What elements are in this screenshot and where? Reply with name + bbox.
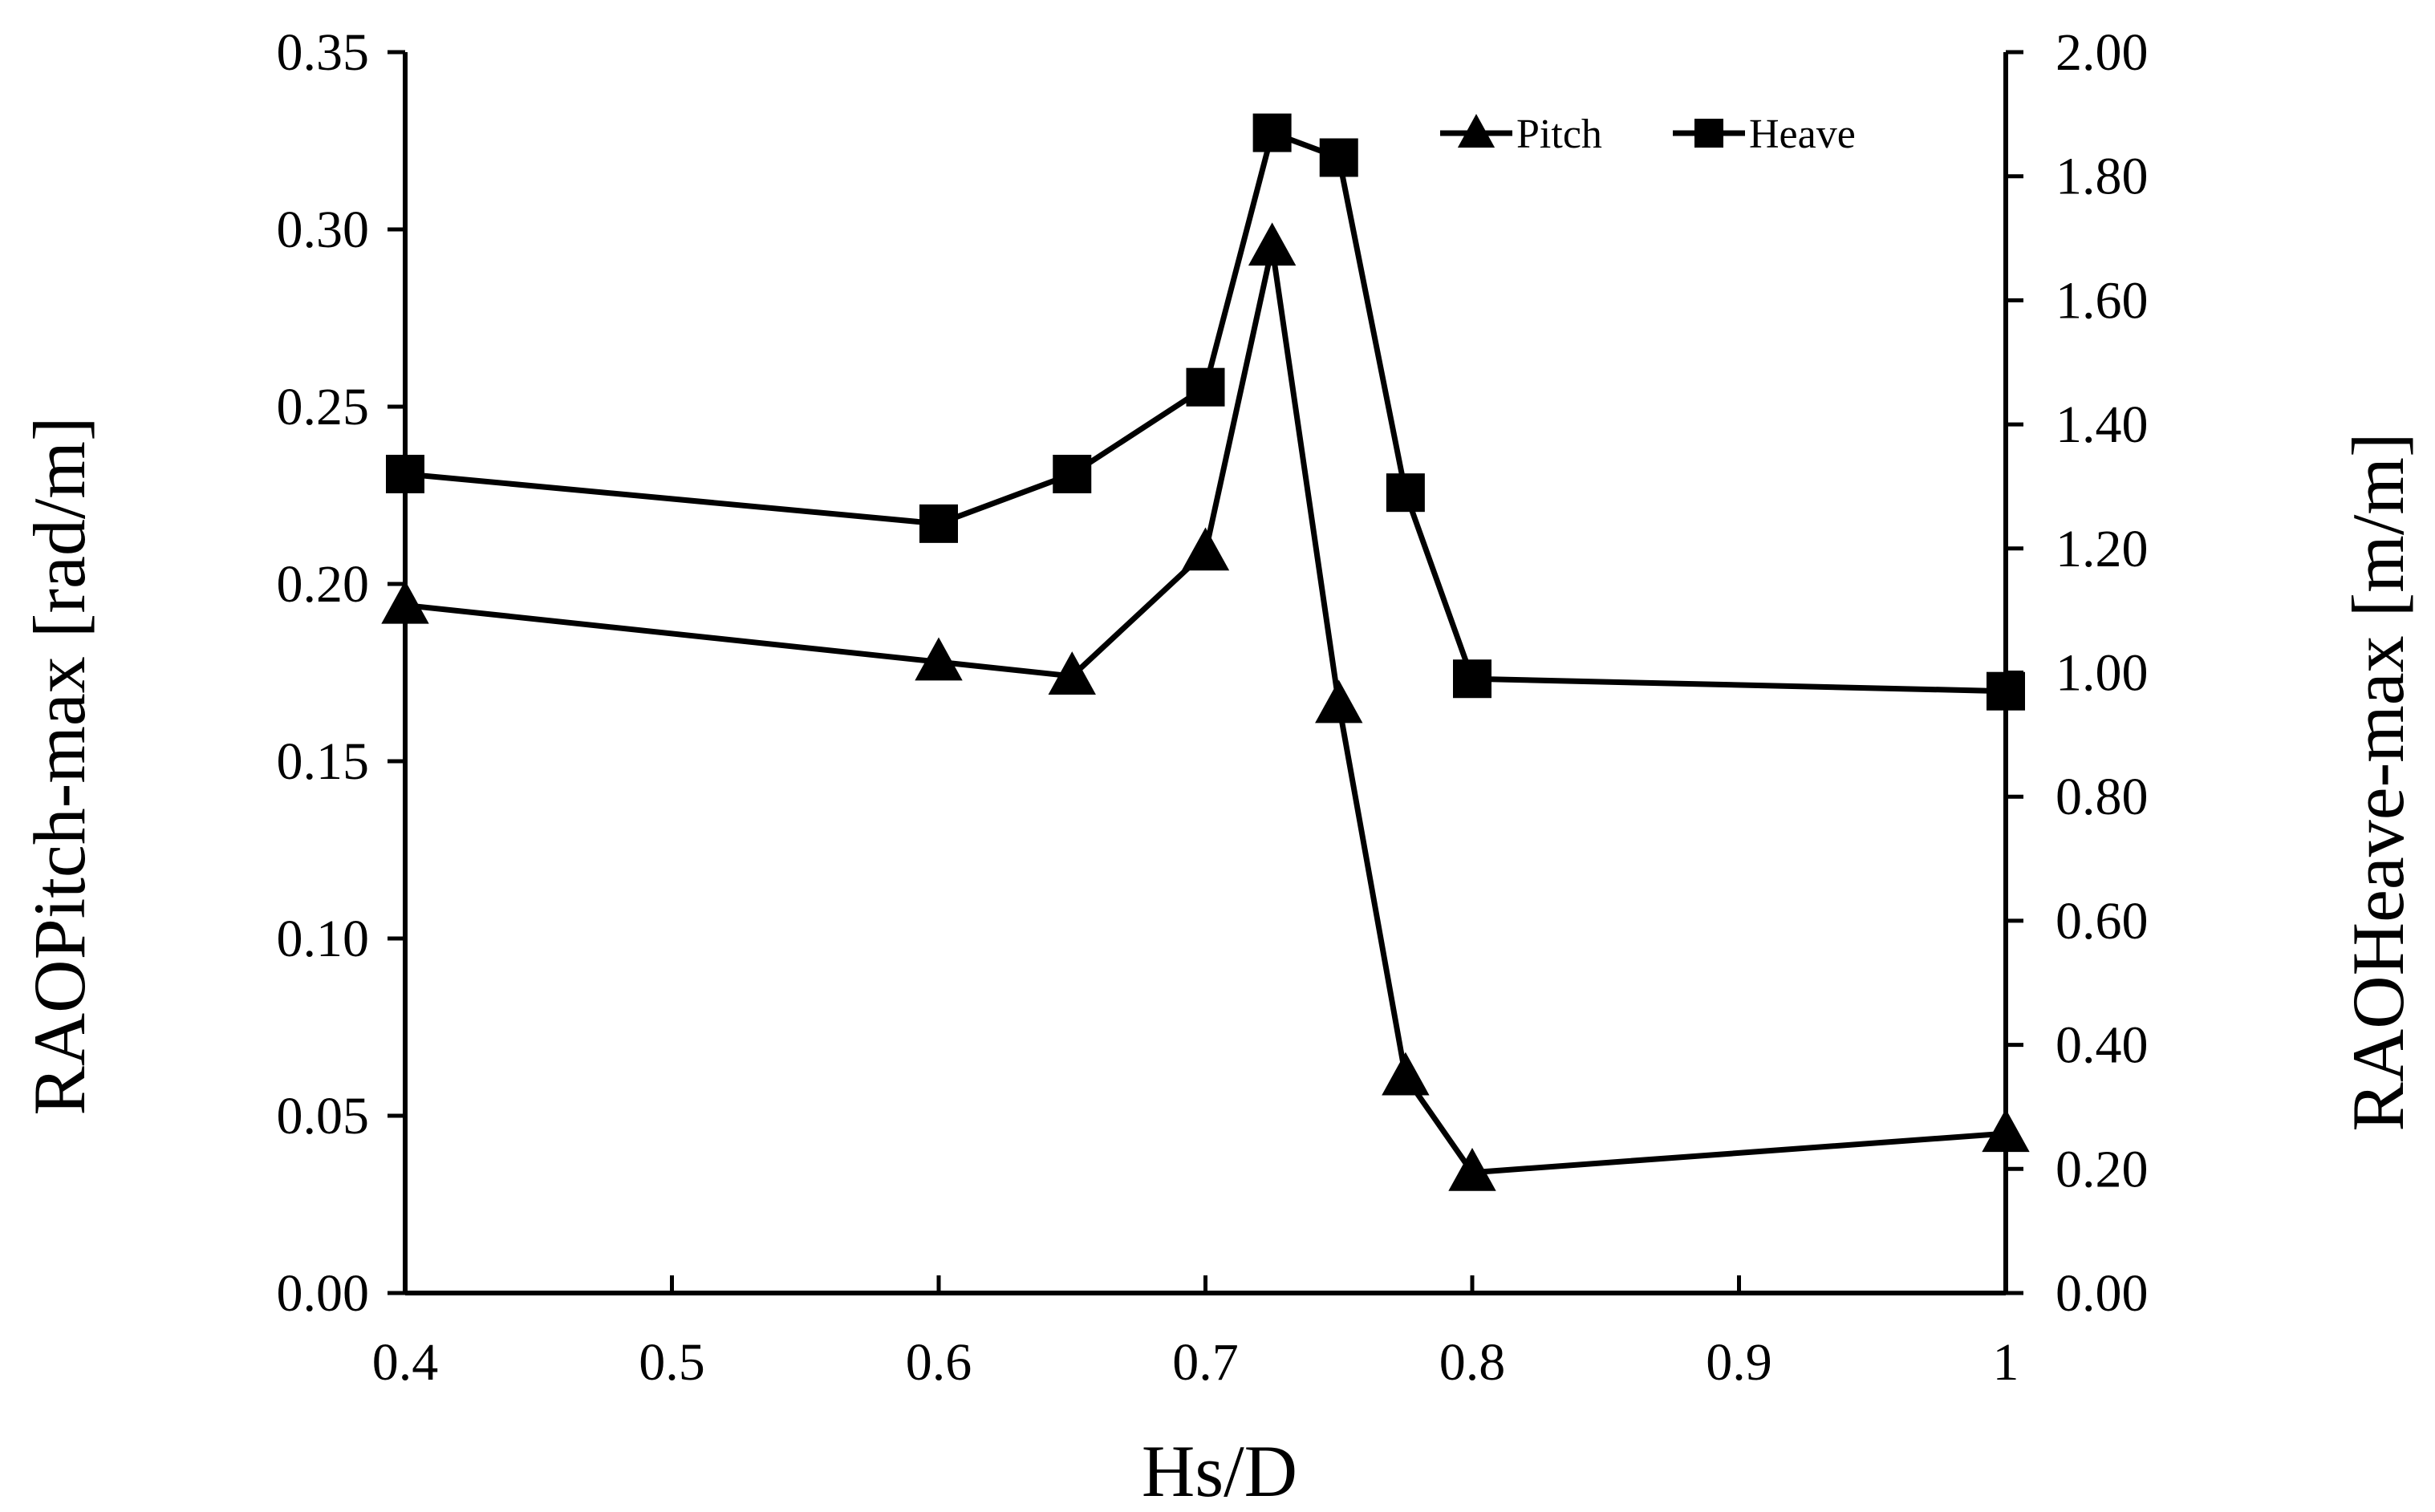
y-right-tick-label: 0.40 <box>2056 1016 2149 1075</box>
heave-point <box>1252 113 1292 152</box>
x-tick-label: 1 <box>1993 1333 2019 1392</box>
heave-series-line <box>404 130 2007 695</box>
y-left-tick-label: 0.20 <box>277 555 370 614</box>
legend-heave-label: Heave <box>1749 111 1856 157</box>
y-right-tick-label: 0.80 <box>2056 768 2149 826</box>
x-tick-label: 0.4 <box>372 1333 439 1392</box>
legend-pitch-label: Pitch <box>1516 111 1602 157</box>
pitch-point <box>1048 651 1096 695</box>
x-tick-label: 0.7 <box>1172 1333 1239 1392</box>
x-tick-label: 0.8 <box>1439 1333 1506 1392</box>
y-right-tick-label: 1.20 <box>2056 520 2149 578</box>
y-right-tick-label: 1.60 <box>2056 271 2149 330</box>
legend: Pitch Heave <box>1440 111 1856 157</box>
x-axis-label: Hs/D <box>1142 1430 1297 1512</box>
pitch-point <box>1982 1109 2030 1153</box>
pitch-point <box>915 637 963 681</box>
x-tick-label: 0.9 <box>1706 1333 1772 1392</box>
pitch-point <box>1248 222 1297 266</box>
heave-point <box>1386 473 1425 513</box>
y-left-tick-label: 0.35 <box>277 23 370 82</box>
ticks: 0.00 0.05 0.10 0.15 0.20 0.25 0.30 0.35 0.00 0.20… <box>277 23 2149 1392</box>
y-left-tick-label: 0.25 <box>277 378 370 436</box>
heave-point <box>1053 454 1092 493</box>
pitch-point <box>381 580 429 624</box>
pitch-point <box>1181 527 1230 571</box>
pitch-point <box>1448 1147 1496 1191</box>
axes <box>403 52 2008 1295</box>
y-right-tick-label: 1.00 <box>2056 644 2149 703</box>
legend-heave-marker <box>1694 119 1723 148</box>
heave-point <box>1453 659 1491 699</box>
y-right-tick-label: 0.00 <box>2056 1264 2149 1323</box>
y-right-tick-label: 1.80 <box>2056 148 2149 206</box>
series-layer <box>381 113 2030 1191</box>
y-right-tick-label: 1.40 <box>2056 395 2149 454</box>
heave-point <box>919 504 958 543</box>
x-tick-label: 0.6 <box>906 1333 972 1392</box>
heave-point <box>1987 671 2025 711</box>
y-left-axis-label: RAOPitch-max [rad/m] <box>18 416 100 1115</box>
y-right-tick-label: 0.20 <box>2056 1140 2149 1198</box>
pitch-point <box>1315 679 1363 724</box>
y-left-tick-label: 0.05 <box>277 1087 370 1145</box>
y-left-tick-label: 0.00 <box>277 1264 370 1323</box>
legend-pitch-marker <box>1457 114 1495 148</box>
y-left-tick-label: 0.30 <box>277 201 370 259</box>
heave-point <box>1319 138 1358 177</box>
y-right-tick-label: 2.00 <box>2056 23 2149 82</box>
x-tick-label: 0.5 <box>639 1333 705 1392</box>
y-right-axis-label: RAOHeave-max [m/m] <box>2337 432 2419 1131</box>
heave-point <box>386 454 424 493</box>
y-left-tick-label: 0.15 <box>277 732 370 791</box>
pitch-point <box>1382 1052 1430 1096</box>
y-right-tick-label: 0.60 <box>2056 892 2149 951</box>
y-left-tick-label: 0.10 <box>277 910 370 968</box>
heave-point <box>1186 367 1225 407</box>
